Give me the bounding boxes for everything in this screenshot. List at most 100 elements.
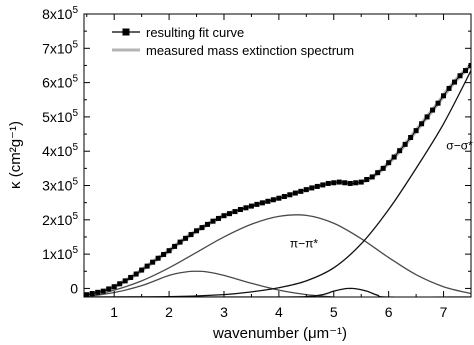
- fit-marker: [205, 221, 211, 227]
- x-tick-label: 6: [385, 304, 393, 320]
- fit-marker: [298, 188, 304, 194]
- fit-marker: [463, 68, 469, 74]
- fit-marker: [342, 180, 348, 186]
- plot-frame: [83, 13, 472, 298]
- fit-marker: [221, 213, 227, 219]
- fit-marker: [95, 289, 101, 295]
- fit-marker: [287, 192, 293, 198]
- series-component-low: [84, 270, 334, 297]
- series-component-high: [84, 287, 471, 297]
- fit-marker: [457, 73, 463, 79]
- fit-marker: [397, 148, 403, 154]
- y-tick-label: 2x105: [42, 211, 78, 228]
- legend: resulting fit curve measured mass extinc…: [112, 25, 354, 58]
- x-tick-label: 2: [165, 304, 173, 320]
- fit-marker: [276, 195, 282, 201]
- x-tick-label: 4: [275, 304, 283, 320]
- y-tick-label: 3x105: [42, 177, 78, 194]
- fit-marker: [364, 177, 370, 183]
- fit-marker: [139, 267, 145, 273]
- fit-marker: [155, 255, 161, 261]
- series-layer: [84, 62, 471, 297]
- x-axis-label: wavenumber (μm⁻¹): [212, 325, 347, 342]
- fit-marker: [408, 134, 414, 140]
- x-tick-label: 1: [110, 304, 118, 320]
- fit-marker: [303, 187, 309, 193]
- fit-marker: [89, 291, 95, 297]
- series-measured: [84, 63, 471, 297]
- fit-marker: [117, 281, 123, 287]
- fit-marker: [270, 197, 276, 203]
- fit-marker: [166, 248, 172, 254]
- series-component-pi: [84, 214, 471, 297]
- fit-marker: [183, 235, 189, 241]
- fit-marker: [419, 121, 425, 127]
- fit-marker: [281, 193, 287, 199]
- y-tick-label: 6x105: [42, 74, 78, 91]
- y-tick-label: 4x105: [42, 142, 78, 159]
- fit-marker: [380, 165, 386, 171]
- fit-marker: [452, 79, 458, 85]
- fit-marker: [188, 232, 194, 238]
- fit-marker: [259, 200, 265, 206]
- annotation-label: π−π*: [290, 236, 319, 250]
- fit-marker: [309, 185, 315, 191]
- fit-marker: [243, 205, 249, 211]
- fit-marker: [161, 251, 167, 257]
- legend-marker-fit: [122, 28, 130, 36]
- annotations: π−π* σ−σ*: [290, 138, 473, 250]
- series-component-sigma: [84, 70, 471, 297]
- fit-marker: [133, 271, 139, 277]
- y-tick-label: 1x105: [42, 245, 78, 262]
- fit-marker: [144, 263, 150, 269]
- fit-marker: [446, 85, 452, 91]
- fit-marker: [386, 160, 392, 166]
- x-tick-label: 5: [330, 304, 338, 320]
- legend-label-fit: resulting fit curve: [146, 25, 244, 40]
- y-tick-label: 0: [70, 280, 78, 296]
- fit-marker: [402, 141, 408, 147]
- fit-marker: [375, 170, 381, 176]
- fit-marker: [424, 114, 430, 120]
- fit-marker: [347, 180, 353, 186]
- fit-marker: [106, 286, 112, 292]
- legend-label-measured: measured mass extinction spectrum: [146, 43, 354, 58]
- annotation-label: σ−σ*: [446, 138, 473, 152]
- fit-marker: [430, 107, 436, 113]
- fit-marker: [320, 182, 326, 188]
- fit-marker: [210, 218, 216, 224]
- fit-marker: [232, 209, 238, 215]
- fit-marker: [325, 180, 331, 186]
- y-axis-label: κ (cm²g⁻¹): [7, 121, 24, 189]
- fit-marker: [435, 100, 441, 106]
- series-fit-line: [84, 65, 471, 296]
- fit-marker: [265, 198, 271, 204]
- fit-marker: [177, 239, 183, 245]
- fit-marker: [194, 228, 200, 234]
- x-tick-label: 7: [440, 304, 448, 320]
- fit-marker: [215, 215, 221, 221]
- fit-marker: [441, 93, 447, 99]
- fit-marker: [353, 180, 359, 186]
- fit-marker: [248, 203, 254, 209]
- fit-marker: [314, 183, 320, 189]
- y-tick-label: 5x105: [42, 108, 78, 125]
- x-tick-label: 3: [220, 304, 228, 320]
- y-tick-label: 7x105: [42, 39, 78, 56]
- fit-marker: [128, 274, 134, 280]
- series-fit-markers: [84, 62, 471, 297]
- fit-marker: [100, 288, 106, 294]
- x-axis: 1 2 3 4 5 6 7: [86, 14, 472, 320]
- fit-marker: [254, 201, 260, 207]
- fit-marker: [150, 259, 156, 265]
- fit-marker: [122, 278, 128, 284]
- fit-marker: [292, 190, 298, 196]
- fit-marker: [336, 179, 342, 185]
- fit-marker: [413, 128, 419, 134]
- fit-marker: [237, 207, 243, 213]
- y-axis: 0 1x105 2x105 3x105 4x105 5x105 6x105 7x105 8x10…: [42, 5, 471, 296]
- fit-marker: [331, 180, 337, 186]
- fit-marker: [111, 284, 117, 290]
- fit-marker: [369, 174, 375, 180]
